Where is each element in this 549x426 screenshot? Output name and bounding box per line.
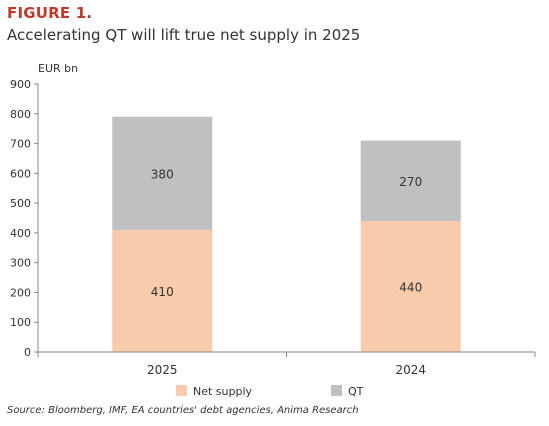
x-tick-label: 2025: [147, 363, 178, 377]
y-tick-label: 700: [10, 138, 31, 151]
y-tick-label: 100: [10, 316, 31, 329]
legend-label: Net supply: [193, 385, 253, 398]
y-tick-label: 500: [10, 197, 31, 210]
y-tick-label: 400: [10, 227, 31, 240]
y-tick-label: 0: [24, 346, 31, 359]
y-tick-label: 200: [10, 286, 31, 299]
legend-swatch: [176, 385, 187, 396]
y-tick-label: 600: [10, 167, 31, 180]
x-tick-label: 2024: [395, 363, 426, 377]
x-axis: 2025 2024: [37, 351, 536, 377]
data-label: 270: [399, 175, 422, 189]
y-tick-label: 800: [10, 108, 31, 121]
data-label: 440: [399, 280, 422, 294]
chart-title: Accelerating QT will lift true net suppl…: [7, 26, 361, 44]
y-axis: 0 100 200 300 400 500 600 700 800 900: [10, 78, 39, 359]
y-tick-label: 900: [10, 78, 31, 91]
source-note: Source: Bloomberg, IMF, EA countries' de…: [7, 405, 359, 416]
y-tick-label: 300: [10, 257, 31, 270]
bar-segment-net-supply-2024: [360, 220, 461, 352]
bars: 410 380 440 270: [112, 116, 461, 352]
bar-segment-net-supply-2025: [112, 229, 213, 352]
bar-segment-qt-2024: [360, 140, 461, 221]
legend-label: QT: [348, 385, 364, 398]
bar-segment-qt-2025: [112, 116, 213, 230]
legend: Net supply QT: [176, 385, 364, 398]
data-label: 410: [151, 285, 174, 299]
figure-label: FIGURE 1.: [7, 4, 93, 22]
data-label: 380: [151, 167, 174, 181]
y-axis-unit-label: EUR bn: [38, 62, 78, 75]
legend-swatch: [331, 385, 342, 396]
